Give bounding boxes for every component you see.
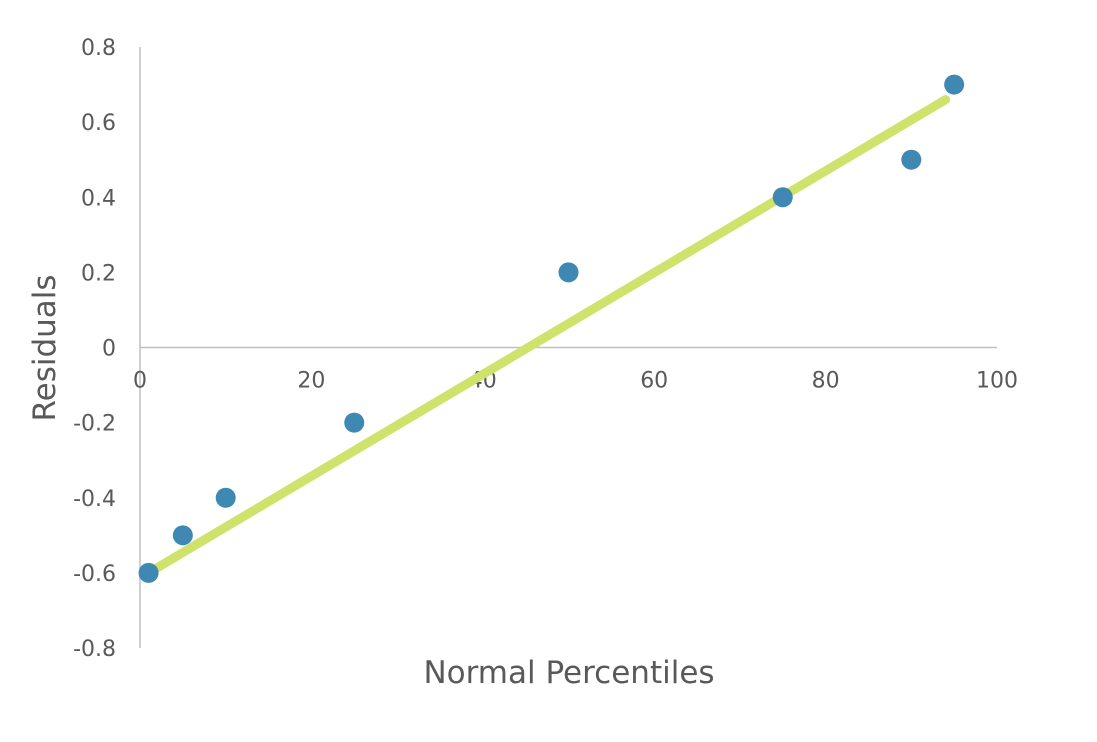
data-point	[344, 412, 365, 433]
data-point	[944, 74, 965, 95]
axes	[139, 47, 997, 648]
x-tick-label: 20	[297, 369, 325, 394]
y-tick-label: -0.4	[73, 487, 116, 512]
data-points	[138, 74, 965, 583]
data-point	[901, 149, 922, 170]
data-point	[172, 525, 193, 546]
x-tick-label: 0	[133, 369, 147, 394]
x-axis-ticks: 0 20 40 60 80 100	[133, 369, 1018, 394]
y-axis-title: Residuals	[27, 274, 63, 421]
y-tick-label: -0.6	[73, 562, 116, 587]
data-point	[558, 262, 579, 283]
x-tick-label: 80	[812, 369, 840, 394]
y-tick-label: 0.8	[81, 36, 116, 61]
y-tick-label: 0	[102, 337, 116, 362]
data-point	[138, 562, 159, 583]
y-tick-label: 0.2	[81, 261, 116, 286]
x-axis-title: Normal Percentiles	[423, 655, 714, 691]
x-tick-label: 100	[976, 369, 1018, 394]
y-tick-label: 0.4	[81, 186, 116, 211]
data-point	[772, 187, 793, 208]
y-tick-label: 0.6	[81, 111, 116, 136]
trendline-group	[144, 95, 951, 578]
y-axis-ticks: 0.8 0.6 0.4 0.2 0 -0.2 -0.4 -0.6 -0.8	[73, 36, 116, 662]
y-tick-label: -0.2	[73, 412, 116, 437]
trendline	[144, 95, 951, 578]
x-tick-label: 60	[640, 369, 668, 394]
y-tick-label: -0.8	[73, 637, 116, 662]
data-point	[215, 487, 236, 508]
